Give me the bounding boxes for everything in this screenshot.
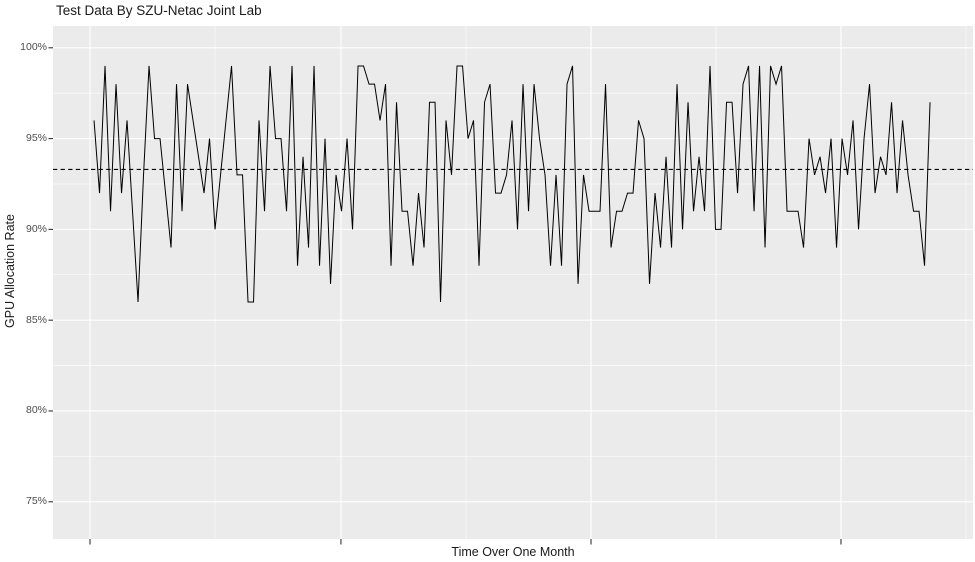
plot-panel [53,26,973,539]
y-tick-label: 100% [20,41,47,54]
x-axis-title: Time Over One Month [451,545,575,559]
y-tick-label: 90% [25,222,47,235]
chart-title: Test Data By SZU-Netac Joint Lab [56,3,262,18]
y-tick-label: 75% [25,495,47,508]
y-tick-label: 80% [25,404,47,417]
data-series-line [93,65,931,303]
line-plot [53,26,973,539]
y-tick-label: 85% [25,313,47,326]
y-tick-labels: 100% 95% 90% 85% 80% 75% [0,0,47,562]
y-tick-label: 95% [25,132,47,145]
